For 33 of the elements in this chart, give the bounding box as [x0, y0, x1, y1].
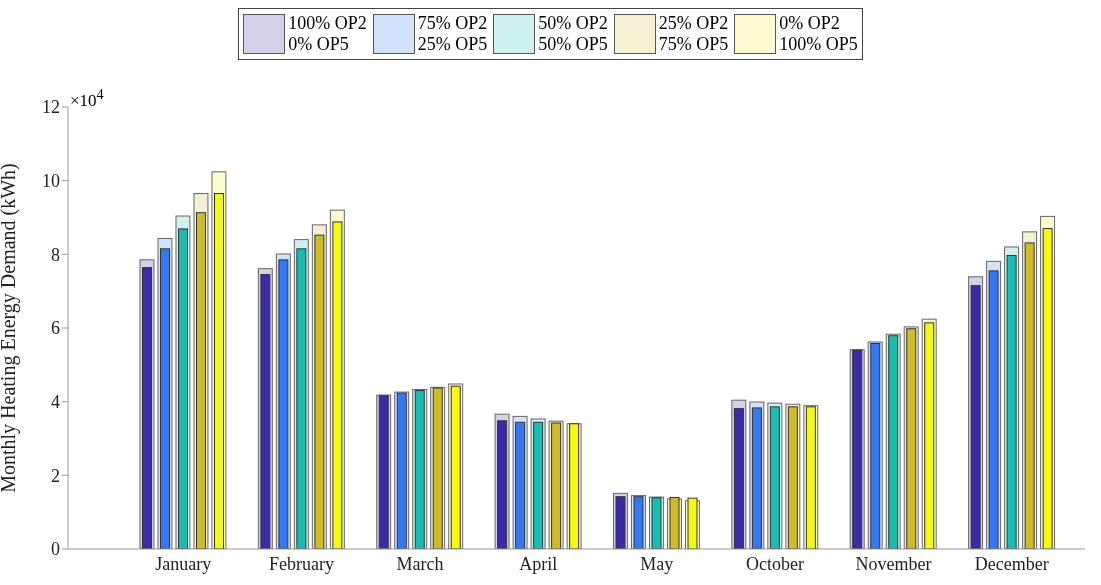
- bar: [1042, 228, 1053, 549]
- bar: [314, 234, 325, 549]
- y-tick-label: 2: [51, 465, 60, 486]
- bar: [214, 193, 224, 549]
- x-tick-label: April: [519, 553, 558, 574]
- bar: [970, 285, 981, 549]
- x-tick-label: December: [974, 553, 1049, 574]
- bar: [988, 270, 999, 549]
- x-tick-label: May: [640, 553, 674, 574]
- bar: [296, 248, 307, 549]
- x-tick-label: February: [269, 553, 335, 574]
- bar: [196, 212, 206, 549]
- legend-label: 75% OP2 25% OP5: [417, 13, 488, 55]
- y-tick-label: 10: [42, 171, 60, 192]
- y-tick-label: 6: [51, 318, 60, 339]
- bar: [160, 248, 170, 549]
- x-tick-label: March: [396, 553, 444, 574]
- x-tick-label: November: [855, 553, 932, 574]
- x-tick-label: January: [155, 553, 212, 574]
- y-tick-label: 8: [51, 244, 60, 265]
- y-axis-title: Monthly Heating Energy Demand (kWh): [0, 163, 21, 493]
- bar: [1024, 242, 1035, 549]
- legend-label: 50% OP2 50% OP5: [538, 13, 608, 55]
- x-tick-label: October: [746, 553, 805, 574]
- bar: [178, 228, 188, 549]
- legend-label: 25% OP2 75% OP5: [658, 13, 729, 55]
- y-tick-label: 4: [51, 392, 60, 413]
- legend-label: 100% OP2 0% OP5: [288, 13, 367, 55]
- bar: [332, 221, 343, 549]
- legend-label: 0% OP2 100% OP5: [779, 13, 858, 55]
- y-tick-label: 12: [42, 97, 60, 118]
- y-tick-label: 0: [51, 539, 60, 560]
- annotation: ×10$^{4}$: [70, 86, 104, 111]
